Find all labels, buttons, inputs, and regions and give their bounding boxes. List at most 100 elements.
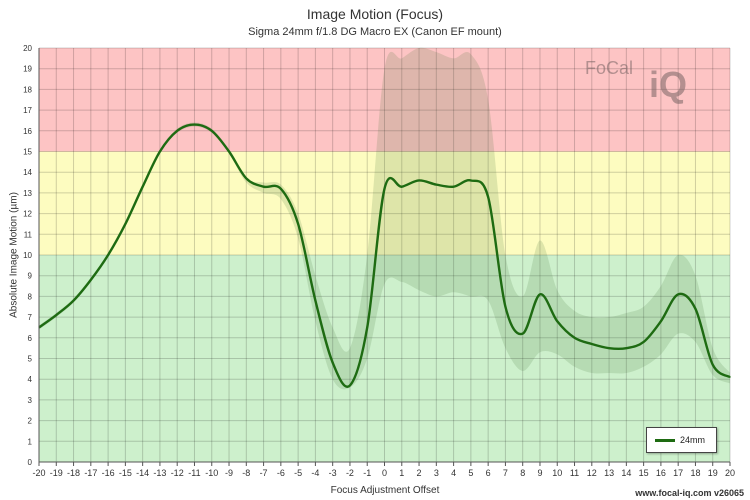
x-tick-label: 7 [503, 468, 508, 478]
x-tick-label: 2 [417, 468, 422, 478]
y-tick-label: 6 [28, 334, 33, 343]
x-tick-label: -8 [242, 468, 250, 478]
y-tick-label: 11 [24, 230, 33, 239]
data-point [470, 179, 472, 182]
data-point [591, 343, 593, 345]
zone-bands [39, 48, 730, 462]
x-tick-label: 10 [552, 468, 562, 478]
data-point [504, 306, 507, 308]
x-tick-label: -17 [84, 468, 97, 478]
zone-band-1 [39, 151, 730, 255]
x-tick-label: -1 [363, 468, 371, 478]
x-tick-label: 18 [690, 468, 700, 478]
y-tick-label: 4 [28, 375, 33, 384]
x-tick-label: 1 [399, 468, 404, 478]
y-tick-label: 15 [23, 148, 32, 157]
y-tick-label: 16 [23, 127, 32, 136]
data-point [332, 362, 334, 364]
chart-subtitle: Sigma 24mm f/1.8 DG Macro EX (Canon EF m… [248, 26, 502, 38]
data-point [176, 130, 178, 132]
x-tick-label: -5 [294, 468, 302, 478]
y-tick-label: 8 [28, 292, 33, 301]
x-tick-label: 13 [604, 468, 614, 478]
y-tick-label: 18 [23, 85, 32, 94]
y-tick-label: 2 [28, 417, 33, 426]
data-point [349, 384, 351, 387]
data-point [418, 179, 420, 182]
x-tick-label: -18 [67, 468, 80, 478]
zone-band-0 [39, 255, 730, 462]
x-tick-label: 6 [486, 468, 491, 478]
data-point [539, 293, 541, 295]
series-lines [38, 123, 731, 388]
data-point [142, 186, 144, 188]
data-point [211, 130, 213, 132]
x-tick-label: -7 [260, 468, 268, 478]
x-axis-label: Focus Adjustment Offset [330, 485, 440, 496]
x-tick-label: 17 [673, 468, 683, 478]
series-band-0 [39, 47, 730, 390]
data-point [297, 223, 299, 225]
x-tick-label: 20 [725, 468, 735, 478]
x-tick-label: -16 [102, 468, 115, 478]
data-point [625, 347, 627, 349]
data-point [729, 376, 731, 378]
x-tick-label: -13 [153, 468, 166, 478]
series-variance-band [39, 47, 730, 390]
y-tick-label: 10 [23, 251, 32, 260]
x-tick-label: -12 [171, 468, 184, 478]
x-tick-label: -15 [119, 468, 132, 478]
y-tick-label: 9 [28, 272, 33, 281]
x-tick-label: 8 [520, 468, 525, 478]
y-tick-label: 13 [23, 189, 32, 198]
data-point [522, 333, 524, 335]
data-point [159, 150, 161, 153]
y-tick-label: 12 [23, 210, 32, 219]
x-tick-label: 14 [621, 468, 631, 478]
focal-logo: FoCal iQ [585, 58, 687, 105]
axes: -20 -19 -18 -17 -16 -15 -14 -13 -12 -11 -10 -9 -8 -7-… [23, 44, 735, 478]
data-point [712, 364, 714, 366]
data-point [55, 314, 57, 316]
data-point [660, 320, 662, 322]
data-point [107, 254, 109, 256]
x-tick-label: -10 [205, 468, 218, 478]
legend-entry: 24mm [680, 435, 706, 445]
x-tick-label: -3 [329, 468, 337, 478]
data-point [245, 177, 247, 180]
data-point [608, 347, 610, 349]
x-tick-label: -11 [188, 468, 200, 478]
data-point [677, 293, 679, 295]
data-point [228, 150, 230, 153]
data-point [453, 186, 455, 188]
data-point [262, 186, 265, 188]
y-tick-label: 3 [28, 396, 33, 405]
data-point [401, 186, 403, 188]
legend-swatch [655, 439, 675, 442]
data-point [383, 188, 386, 190]
y-tick-label: 20 [23, 44, 32, 53]
data-point [280, 188, 282, 190]
logo-text: FoCal [585, 58, 634, 78]
x-tick-label: 0 [382, 468, 387, 478]
data-point [573, 337, 576, 339]
x-tick-label: 12 [587, 468, 597, 478]
x-tick-label: 16 [656, 468, 666, 478]
y-tick-label: 0 [28, 458, 33, 467]
y-tick-label: 17 [23, 106, 32, 115]
x-tick-label: -6 [277, 468, 285, 478]
data-point [694, 308, 697, 310]
y-tick-label: 7 [28, 313, 33, 322]
x-tick-label: -2 [346, 468, 354, 478]
y-tick-label: 14 [23, 168, 32, 177]
x-tick-label: -19 [50, 468, 63, 478]
x-tick-label: 15 [639, 468, 649, 478]
chart-title: Image Motion (Focus) [306, 6, 444, 22]
logo-iq: iQ [649, 64, 688, 105]
data-point [643, 341, 645, 343]
y-axis-label: Absolute Image Motion (µm) [8, 192, 20, 318]
footer-url: www.focal-iq.com v26065 [635, 488, 744, 498]
data-point [435, 184, 437, 186]
x-tick-label: 5 [468, 468, 473, 478]
